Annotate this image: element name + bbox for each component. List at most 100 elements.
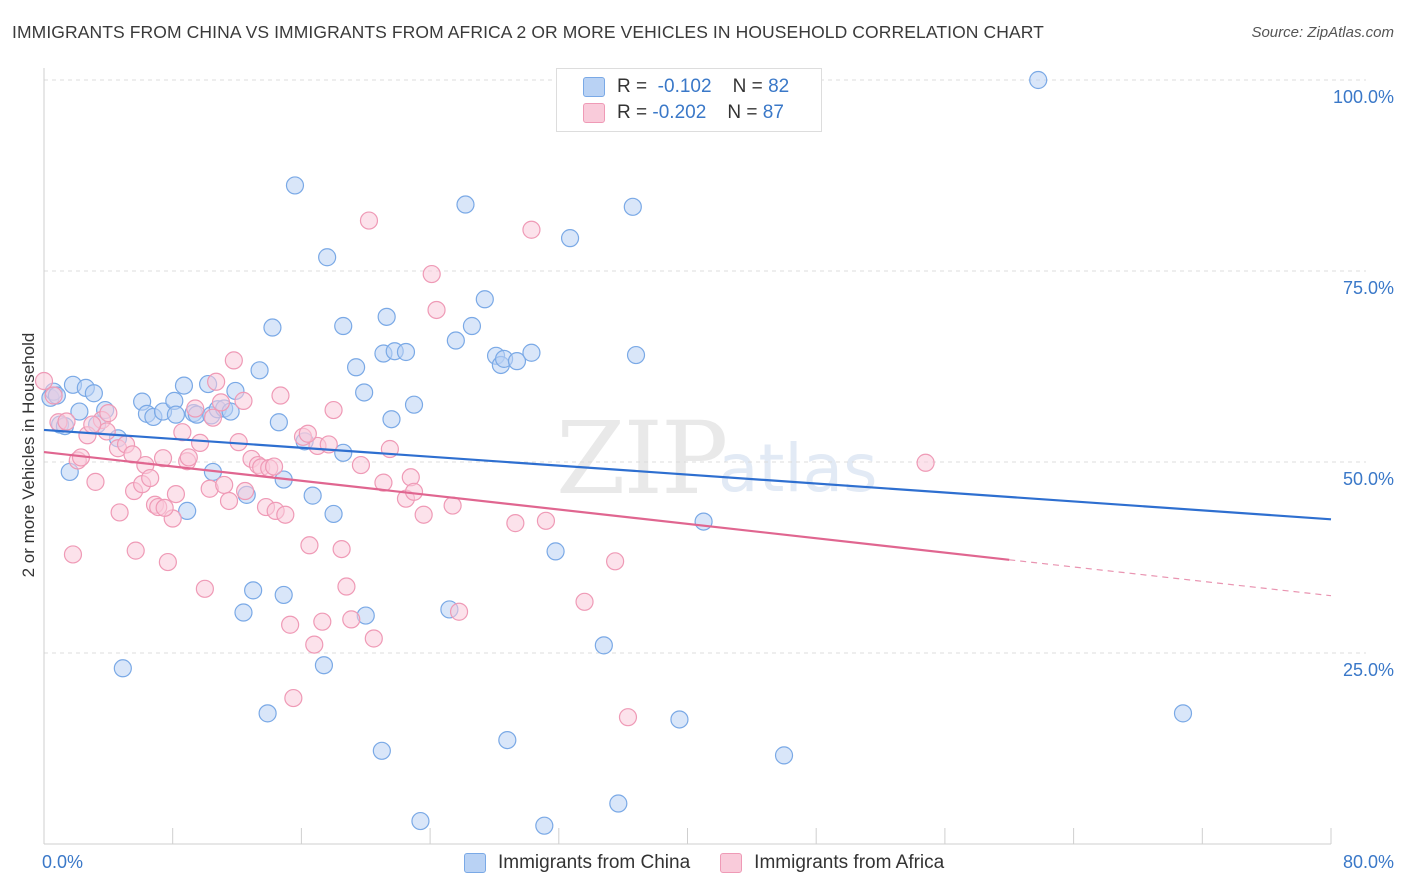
data-points [34, 70, 1193, 835]
africa-trend-extension [1009, 559, 1332, 597]
africa-point [34, 371, 54, 391]
china-point [507, 352, 527, 371]
china-point [462, 316, 482, 336]
africa-point [364, 629, 383, 648]
africa-point [97, 422, 116, 441]
china-swatch [583, 77, 605, 97]
china-point [1029, 70, 1048, 90]
china-point [334, 443, 353, 462]
axes [43, 68, 1332, 845]
china-point [113, 659, 132, 678]
china-point [84, 384, 103, 403]
africa-point [298, 424, 317, 443]
china-legend-swatch [464, 853, 486, 873]
china-point [303, 486, 322, 505]
y-tick-75: 75.0% [1342, 278, 1394, 298]
china-point [70, 402, 89, 421]
china-point [475, 290, 494, 309]
r-label: R = [617, 76, 648, 97]
africa-point [215, 475, 234, 495]
n-value-africa: 87 [762, 102, 784, 123]
stats-row-china: R = -0.102 N = 82 [583, 75, 789, 99]
china-point [346, 358, 366, 377]
china-point [404, 395, 424, 414]
r-value-africa: -0.202 [652, 102, 707, 123]
china-point [324, 504, 343, 524]
africa-point [313, 612, 332, 631]
africa-point [359, 211, 379, 230]
china-point [560, 229, 580, 248]
y-tick-100: 100.0% [1332, 87, 1394, 107]
africa-point [57, 412, 76, 431]
africa-point [234, 391, 253, 410]
africa-trend-line [43, 450, 1010, 561]
africa-point [86, 472, 105, 491]
china-point [269, 413, 288, 432]
africa-point [153, 449, 173, 468]
africa-point [63, 545, 83, 564]
china-point [318, 248, 337, 267]
africa-point [224, 351, 243, 370]
n-label: N = [727, 102, 758, 123]
africa-legend-swatch [720, 853, 743, 873]
africa-point [211, 393, 231, 412]
legend-label-china: Immigrants from China [498, 852, 691, 873]
africa-point [618, 708, 638, 727]
africa-point [281, 615, 300, 634]
r-label: R = [617, 102, 648, 123]
africa-point [324, 400, 343, 420]
africa-point [606, 552, 625, 571]
africa-point [110, 503, 129, 522]
africa-point [219, 491, 239, 511]
stats-row-africa: R = -0.202 N = 87 [583, 101, 784, 125]
africa-point [126, 541, 145, 560]
n-label: N = [732, 76, 763, 97]
china-point [694, 512, 713, 531]
y-tick-25: 25.0% [1342, 660, 1394, 680]
africa-point [207, 372, 226, 391]
trend-lines [43, 428, 1332, 597]
y-axis-label: 2 or more Vehicles in Household [19, 332, 38, 578]
r-value-china: -0.102 [657, 76, 712, 97]
watermark-zip: ZIP [556, 400, 728, 517]
x-tick-max: 80.0% [1342, 852, 1394, 872]
africa-point [276, 505, 295, 524]
africa-point [44, 386, 63, 405]
africa-point [522, 220, 541, 239]
africa-point [264, 457, 284, 476]
china-point [522, 343, 541, 362]
y-tick-50: 50.0% [1342, 469, 1394, 489]
china-point [258, 704, 277, 723]
china-point [314, 656, 334, 675]
source-label: Source: ZipAtlas.com [1251, 24, 1394, 41]
china-point [178, 501, 197, 520]
china-point [546, 542, 565, 561]
china-point [535, 816, 554, 835]
watermark-atlas: atlas [718, 430, 878, 507]
africa-point [351, 455, 371, 475]
china-point [334, 316, 353, 336]
china-point [456, 195, 475, 214]
china-point [446, 331, 465, 350]
x-tick-min: 0.0% [42, 852, 84, 872]
africa-point [158, 552, 177, 572]
legend-item-china: Immigrants from China [464, 852, 690, 874]
n-value-china: 82 [768, 76, 790, 97]
china-point [411, 811, 430, 831]
africa-point [271, 386, 290, 405]
africa-point [332, 539, 351, 559]
china-point [174, 376, 194, 395]
china-point [285, 176, 305, 195]
africa-point [916, 453, 935, 472]
africa-point [300, 536, 319, 555]
china-point [623, 197, 642, 216]
china-point [626, 345, 646, 365]
china-point [372, 741, 391, 760]
africa-point [422, 264, 441, 284]
africa-point [414, 505, 433, 524]
africa-point [83, 415, 102, 434]
legend-item-africa: Immigrants from Africa [720, 852, 944, 874]
africa-point [506, 514, 525, 533]
africa-point [179, 448, 198, 467]
